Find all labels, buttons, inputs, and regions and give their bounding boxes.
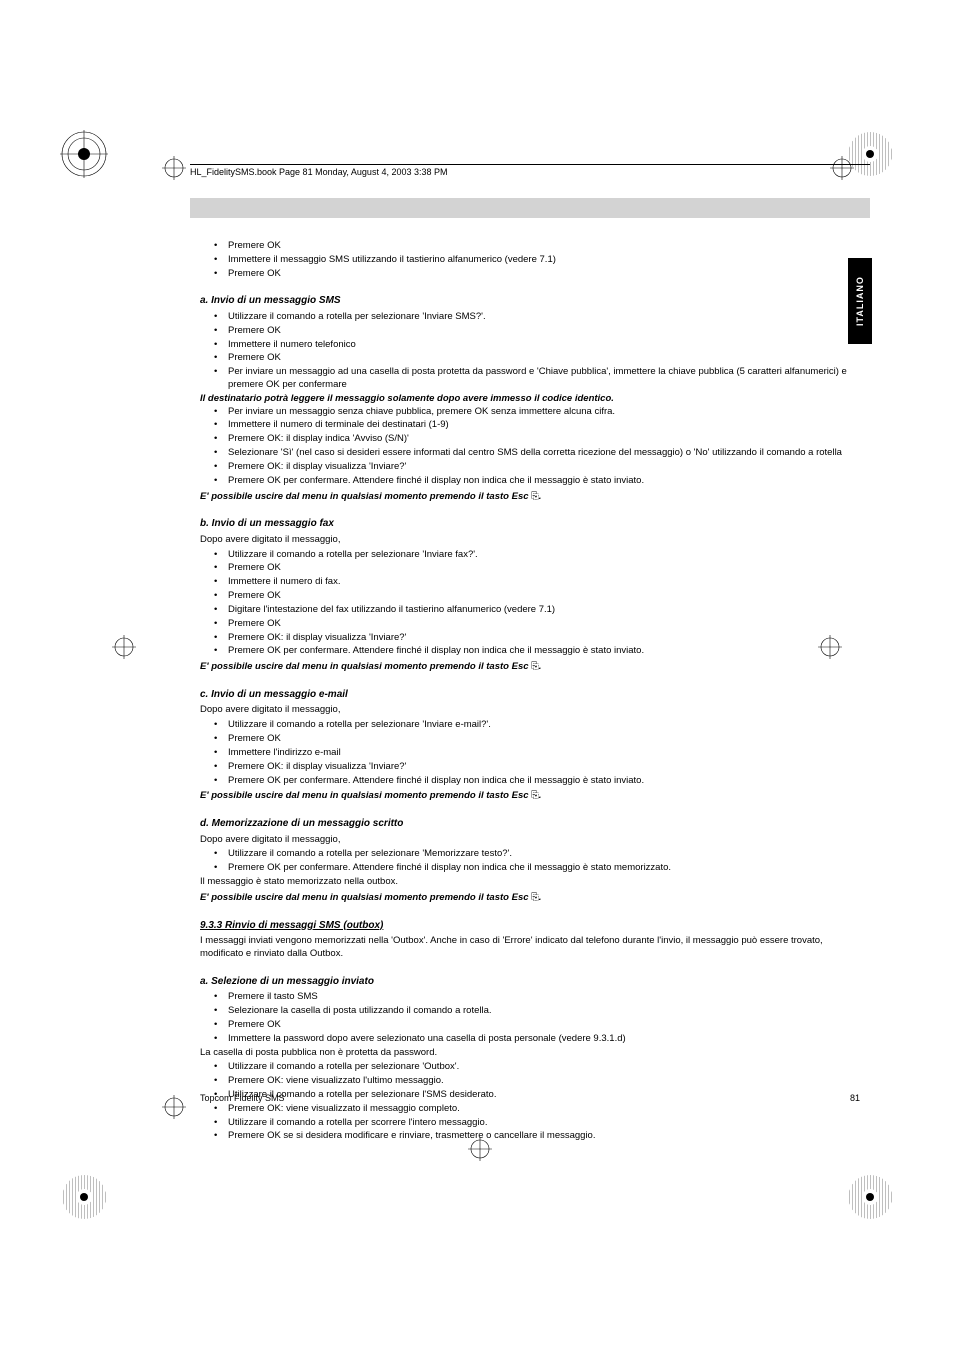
esc-icon: ⎘	[531, 661, 539, 674]
list-item: Digitare l'intestazione del fax utilizza…	[200, 604, 860, 617]
sec-d-intro: Dopo avere digitato il messaggio,	[200, 834, 860, 847]
esc-note-4: E' possibile uscire dal menu in qualsias…	[200, 892, 860, 905]
page-content: Premere OKImmettere il messaggio SMS uti…	[200, 240, 860, 1144]
esc-icon: ⎘	[531, 790, 539, 803]
list-item: Premere OK: il display indica 'Avviso (S…	[200, 433, 860, 446]
footer-left: Topcom Fidelity SMS	[200, 1093, 285, 1103]
header-text: HL_FidelitySMS.book Page 81 Monday, Augu…	[190, 164, 870, 177]
sec-b-list: Utilizzare il comando a rotella per sele…	[200, 549, 860, 659]
list-item: Immettere il numero di terminale dei des…	[200, 419, 860, 432]
list-item: Utilizzare il comando a rotella per scor…	[200, 1117, 860, 1130]
list-item: Immettere il messaggio SMS utilizzando i…	[200, 254, 860, 267]
list-item: Premere il tasto SMS	[200, 991, 860, 1004]
cross-left	[112, 635, 136, 659]
list-item: Premere OK	[200, 268, 860, 281]
list-item: Premere OK	[200, 240, 860, 253]
footer: Topcom Fidelity SMS 81	[200, 1093, 860, 1103]
list-item: Premere OK: viene visualizzato il messag…	[200, 1103, 860, 1116]
esc-note-3: E' possibile uscire dal menu in qualsias…	[200, 790, 860, 803]
list-item: Immettere l'indirizzo e-mail	[200, 747, 860, 760]
list-item: Immettere il numero di fax.	[200, 576, 860, 589]
list-item: Premere OK se si desidera modificare e r…	[200, 1130, 860, 1143]
sec-a-bold-note: Il destinatario potrà leggere il messagg…	[200, 393, 860, 406]
list-item: Premere OK	[200, 618, 860, 631]
list-item: Premere OK: il display visualizza 'Invia…	[200, 461, 860, 474]
list-item: Utilizzare il comando a rotella per sele…	[200, 311, 860, 324]
list-item: Premere OK per confermare. Attendere fin…	[200, 775, 860, 788]
list-item: Premere OK	[200, 733, 860, 746]
sec-d-list: Utilizzare il comando a rotella per sele…	[200, 848, 860, 875]
cross-header	[162, 156, 186, 180]
sec-c-title: c. Invio di un messaggio e-mail	[200, 688, 860, 702]
sec-a-list1: Utilizzare il comando a rotella per sele…	[200, 311, 860, 392]
sec-b-title: b. Invio di un messaggio fax	[200, 517, 860, 531]
list-item: Per inviare un messaggio senza chiave pu…	[200, 406, 860, 419]
list-item: Premere OK per confermare. Attendere fin…	[200, 645, 860, 658]
list-item: Per inviare un messaggio ad una casella …	[200, 366, 860, 392]
list-item: Utilizzare il comando a rotella per sele…	[200, 549, 860, 562]
sec-d-title: d. Memorizzazione di un messaggio scritt…	[200, 817, 860, 831]
list-item: Premere OK: viene visualizzato l'ultimo …	[200, 1075, 860, 1088]
gray-band	[190, 198, 870, 218]
list-item: Utilizzare il comando a rotella per sele…	[200, 1061, 860, 1074]
list-item: Premere OK	[200, 325, 860, 338]
list-item: Premere OK: il display visualizza 'Invia…	[200, 761, 860, 774]
list-item: Premere OK	[200, 352, 860, 365]
sec-d-outro: Il messaggio è stato memorizzato nella o…	[200, 876, 860, 889]
sec-933-title: 9.3.3 Rinvio di messaggi SMS (outbox)	[200, 919, 860, 933]
reg-mark-br	[846, 1173, 894, 1221]
esc-note-1: E' possibile uscire dal menu in qualsias…	[200, 491, 860, 504]
cross-footer-l	[162, 1095, 186, 1119]
sec-c-intro: Dopo avere digitato il messaggio,	[200, 704, 860, 717]
intro-list: Premere OKImmettere il messaggio SMS uti…	[200, 240, 860, 280]
list-item: Premere OK per confermare. Attendere fin…	[200, 862, 860, 875]
sec-933-para: I messaggi inviati vengono memorizzati n…	[200, 935, 860, 961]
reg-mark-tl	[60, 130, 108, 178]
list-item: Premere OK	[200, 590, 860, 603]
list-item: Immettere il numero telefonico	[200, 339, 860, 352]
list-item: Premere OK per confermare. Attendere fin…	[200, 475, 860, 488]
reg-mark-bl	[60, 1173, 108, 1221]
esc-icon: ⎘	[531, 491, 539, 504]
sec-a2-title: a. Selezione di un messaggio inviato	[200, 975, 860, 989]
list-item: Utilizzare il comando a rotella per sele…	[200, 848, 860, 861]
list-item: Immettere la password dopo avere selezio…	[200, 1033, 860, 1046]
sec-a-list2: Per inviare un messaggio senza chiave pu…	[200, 406, 860, 488]
sec-b-intro: Dopo avere digitato il messaggio,	[200, 534, 860, 547]
esc-note-2: E' possibile uscire dal menu in qualsias…	[200, 661, 860, 674]
list-item: Selezionare 'Sì' (nel caso si desideri e…	[200, 447, 860, 460]
list-item: Utilizzare il comando a rotella per sele…	[200, 719, 860, 732]
sec-a-title: a. Invio di un messaggio SMS	[200, 294, 860, 308]
esc-icon: ⎘	[531, 892, 539, 905]
sec-c-list: Utilizzare il comando a rotella per sele…	[200, 719, 860, 787]
list-item: Premere OK	[200, 562, 860, 575]
sec-a2-mid: La casella di posta pubblica non è prote…	[200, 1047, 860, 1060]
sec-a2-list1: Premere il tasto SMSSelezionare la casel…	[200, 991, 860, 1045]
list-item: Selezionare la casella di posta utilizza…	[200, 1005, 860, 1018]
list-item: Premere OK: il display visualizza 'Invia…	[200, 632, 860, 645]
footer-right: 81	[850, 1093, 860, 1103]
list-item: Premere OK	[200, 1019, 860, 1032]
